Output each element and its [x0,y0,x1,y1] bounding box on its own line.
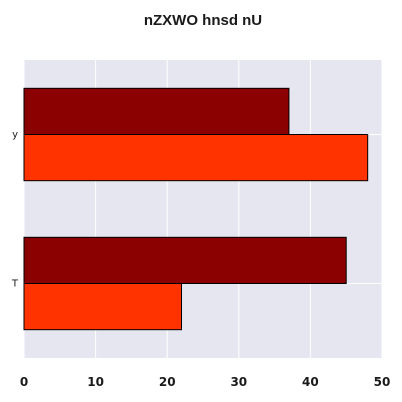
chart-title: nZXWO hnsd nU [144,12,262,29]
bar-y-series-1 [23,87,290,135]
bar-T-series-2 [23,283,183,331]
bars [23,87,369,331]
bar-T-series-1 [23,236,347,284]
x-tick-label: 40 [302,375,319,389]
x-axis-ticks: 0 10 20 30 40 50 [20,375,391,389]
x-tick-label: 30 [230,375,247,389]
y-tick-label: y [12,130,18,141]
bar-y-series-2 [23,134,369,182]
x-tick-label: 0 [20,375,28,389]
y-axis-ticks: yT [11,130,19,290]
y-tick-label: T [11,279,19,290]
x-tick-label: 10 [87,375,104,389]
x-tick-label: 20 [159,375,176,389]
x-tick-label: 50 [374,375,391,389]
